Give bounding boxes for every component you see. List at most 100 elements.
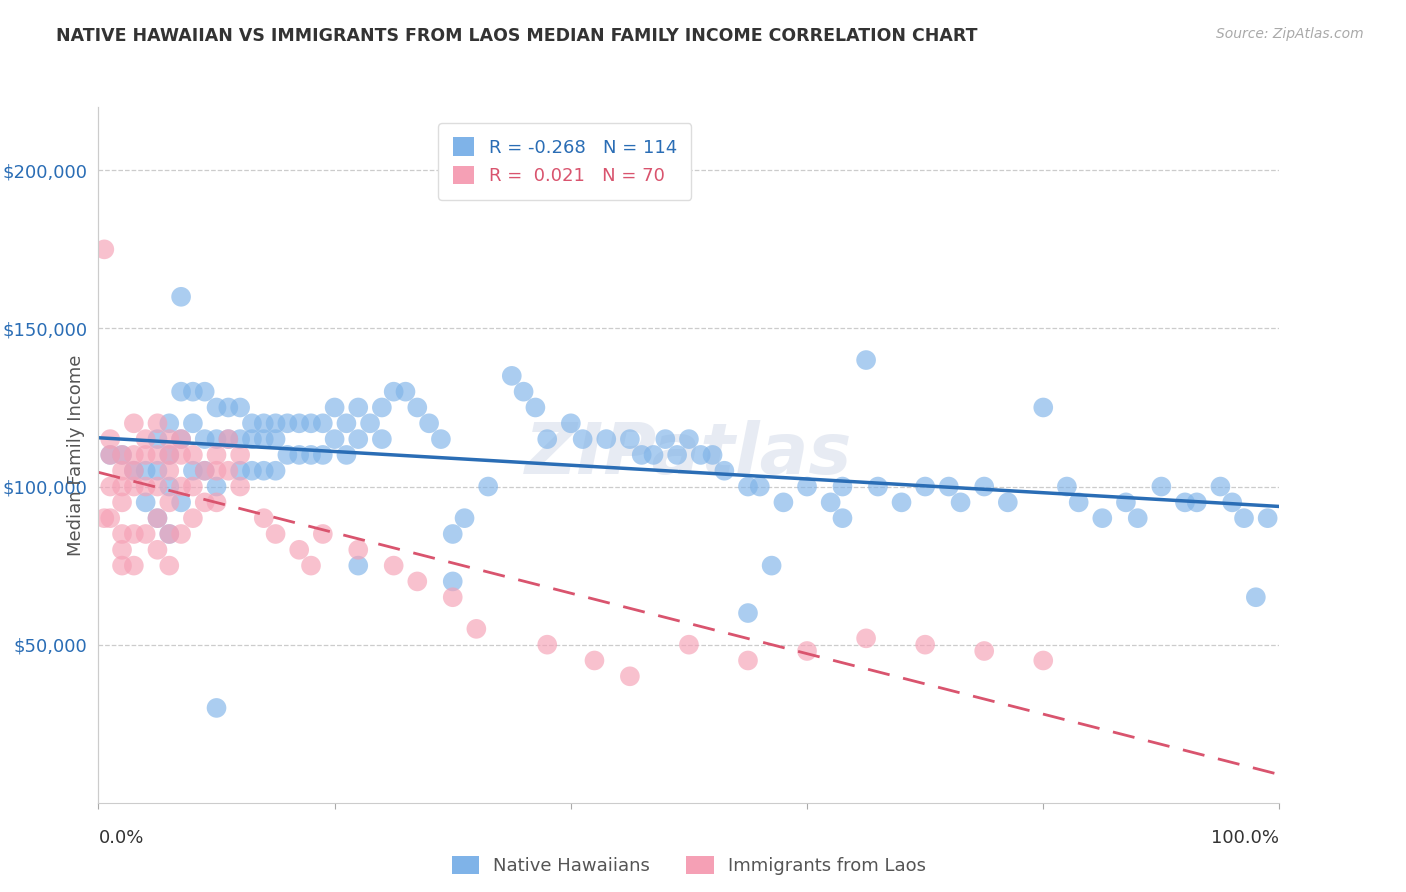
Point: [772, 495, 794, 509]
Point: [157, 527, 180, 541]
Point: [430, 432, 453, 446]
Point: [323, 401, 346, 415]
Point: [122, 464, 145, 478]
Point: [170, 495, 193, 509]
Point: [122, 527, 145, 541]
Point: [194, 464, 217, 478]
Point: [205, 401, 228, 415]
Point: [217, 432, 239, 446]
Point: [146, 479, 169, 493]
Point: [973, 644, 995, 658]
Point: [737, 606, 759, 620]
Point: [135, 464, 157, 478]
Point: [135, 479, 157, 493]
Point: [288, 542, 311, 557]
Point: [1150, 479, 1173, 493]
Point: [217, 464, 239, 478]
Text: NATIVE HAWAIIAN VS IMMIGRANTS FROM LAOS MEDIAN FAMILY INCOME CORRELATION CHART: NATIVE HAWAIIAN VS IMMIGRANTS FROM LAOS …: [56, 27, 977, 45]
Point: [194, 384, 217, 399]
Point: [1185, 495, 1208, 509]
Point: [382, 558, 405, 573]
Point: [98, 432, 121, 446]
Point: [866, 479, 889, 493]
Point: [240, 464, 263, 478]
Point: [571, 432, 593, 446]
Point: [264, 432, 287, 446]
Point: [737, 479, 759, 493]
Point: [630, 448, 652, 462]
Point: [997, 495, 1019, 509]
Text: 100.0%: 100.0%: [1212, 829, 1279, 847]
Point: [1244, 591, 1267, 605]
Point: [371, 432, 394, 446]
Point: [135, 432, 157, 446]
Point: [98, 448, 121, 462]
Point: [157, 558, 180, 573]
Point: [264, 527, 287, 541]
Point: [678, 638, 700, 652]
Point: [146, 511, 169, 525]
Point: [914, 638, 936, 652]
Point: [1174, 495, 1197, 509]
Text: Source: ZipAtlas.com: Source: ZipAtlas.com: [1216, 27, 1364, 41]
Point: [170, 384, 193, 399]
Point: [93, 243, 115, 257]
Point: [146, 417, 169, 431]
Point: [406, 401, 429, 415]
Point: [181, 479, 204, 493]
Point: [253, 511, 276, 525]
Point: [1032, 401, 1054, 415]
Point: [748, 479, 770, 493]
Point: [217, 432, 239, 446]
Point: [111, 527, 134, 541]
Point: [666, 448, 689, 462]
Point: [335, 448, 357, 462]
Point: [205, 701, 228, 715]
Point: [1091, 511, 1114, 525]
Point: [595, 432, 617, 446]
Point: [135, 448, 157, 462]
Point: [157, 495, 180, 509]
Point: [135, 527, 157, 541]
Point: [312, 448, 335, 462]
Point: [619, 669, 641, 683]
Point: [229, 432, 252, 446]
Point: [1126, 511, 1149, 525]
Point: [205, 448, 228, 462]
Point: [181, 464, 204, 478]
Point: [264, 464, 287, 478]
Point: [135, 495, 157, 509]
Point: [253, 464, 276, 478]
Point: [111, 448, 134, 462]
Point: [194, 432, 217, 446]
Point: [229, 401, 252, 415]
Point: [122, 464, 145, 478]
Text: ZIPatlas: ZIPatlas: [526, 420, 852, 490]
Point: [1032, 653, 1054, 667]
Point: [170, 527, 193, 541]
Point: [347, 558, 370, 573]
Point: [111, 448, 134, 462]
Point: [583, 653, 606, 667]
Point: [1067, 495, 1090, 509]
Point: [796, 479, 818, 493]
Point: [122, 417, 145, 431]
Point: [205, 479, 228, 493]
Point: [299, 448, 322, 462]
Point: [253, 432, 276, 446]
Point: [181, 511, 204, 525]
Point: [288, 448, 311, 462]
Point: [157, 527, 180, 541]
Point: [122, 479, 145, 493]
Point: [312, 417, 335, 431]
Point: [335, 417, 357, 431]
Point: [761, 558, 783, 573]
Point: [820, 495, 842, 509]
Point: [146, 464, 169, 478]
Point: [240, 417, 263, 431]
Point: [347, 542, 370, 557]
Point: [98, 479, 121, 493]
Point: [276, 448, 298, 462]
Point: [536, 432, 558, 446]
Point: [441, 574, 464, 589]
